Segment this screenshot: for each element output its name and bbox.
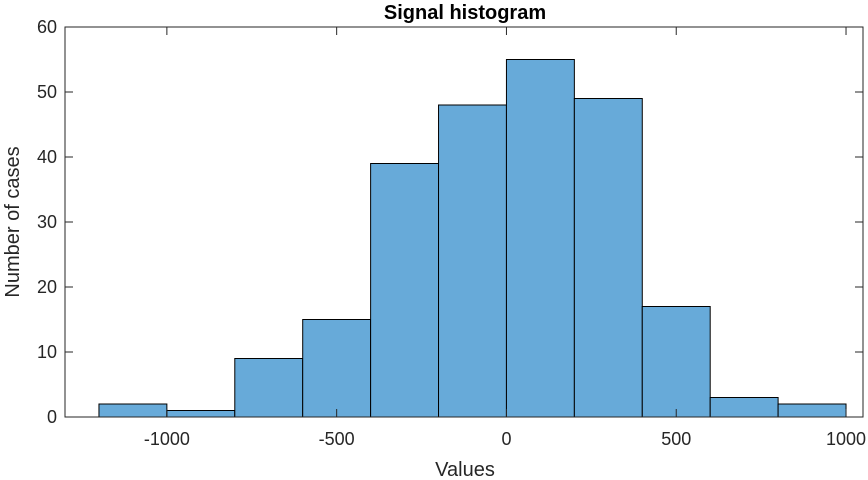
histogram-bar [302,319,372,418]
y-tick-label: 20 [37,277,57,297]
histogram-bar [777,403,847,418]
bars-group [98,59,847,418]
x-axis-label: Values [435,459,495,480]
histogram-bar [573,98,643,418]
histogram-bar [641,306,711,418]
y-tick-label: 60 [37,17,57,37]
x-tick-label: -1000 [144,429,190,449]
y-tick-label: 10 [37,342,57,362]
x-tick-label: 500 [661,429,691,449]
y-tick-label: 40 [37,147,57,167]
histogram-bar [438,104,507,418]
histogram-bar [370,163,440,418]
histogram-bar [166,410,236,418]
histogram-bar [234,358,304,418]
y-tick-label: 0 [47,407,57,427]
histogram-bar [505,59,575,418]
y-tick-label: 50 [37,82,57,102]
ticks-group: -1000 -500 0 500 1000 0 10 20 30 40 50 60 [37,17,866,449]
y-axis-label: Number of cases [2,146,24,297]
y-tick-label: 30 [37,212,57,232]
x-tick-label: 1000 [826,429,866,449]
x-tick-label: 0 [501,429,511,449]
histogram-bar [98,403,168,418]
histogram-bar [709,397,779,418]
x-tick-label: -500 [319,429,355,449]
chart-title: Signal histogram [384,2,546,24]
